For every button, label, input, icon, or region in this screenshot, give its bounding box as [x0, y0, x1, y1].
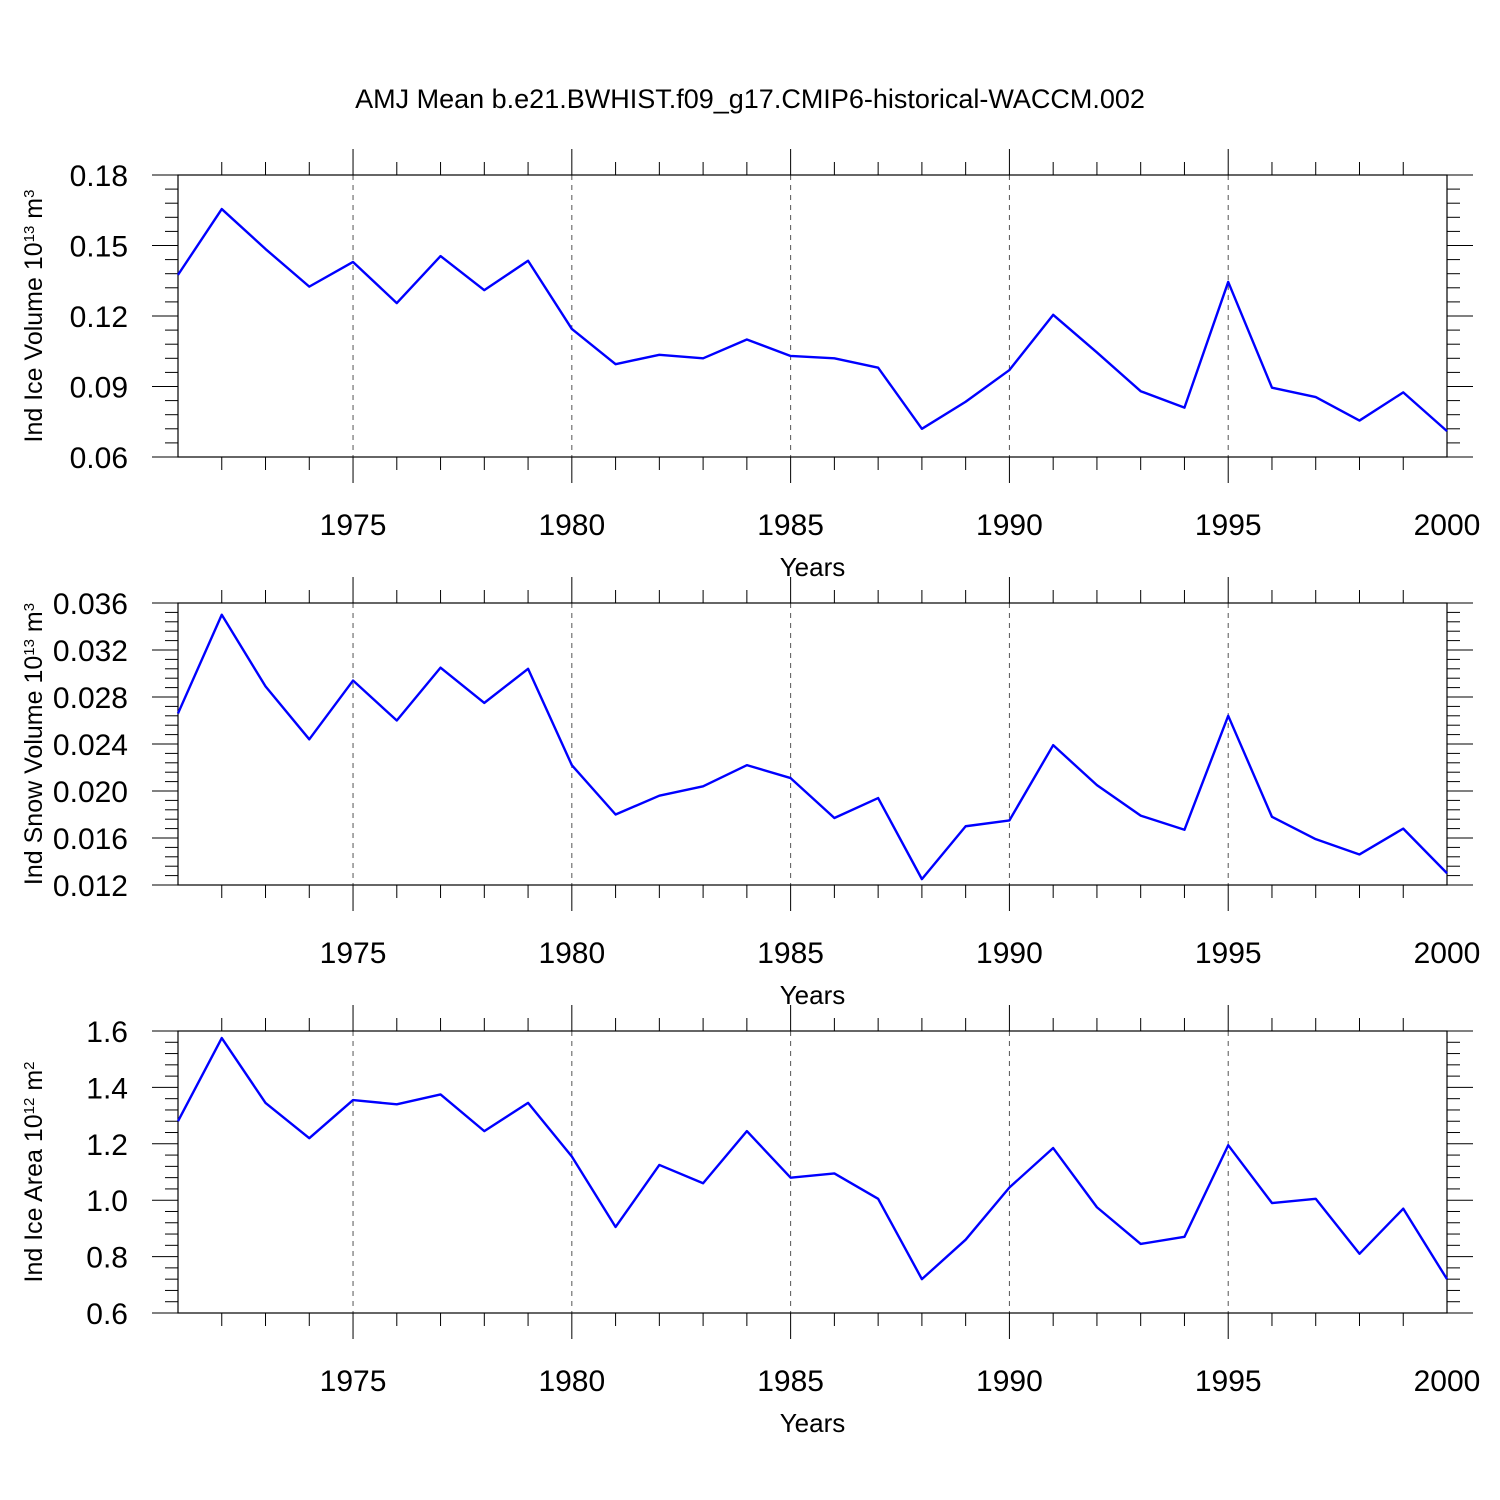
- x-tick-label: 1995: [1195, 509, 1262, 542]
- x-axis-label: Years: [780, 552, 846, 582]
- y-axis-label: Ind Ice Area 1012 m2: [20, 1062, 48, 1283]
- y-tick-label: 0.036: [53, 588, 128, 621]
- page-title: AMJ Mean b.e21.BWHIST.f09_g17.CMIP6-hist…: [355, 84, 1145, 114]
- y-tick-label: 1.2: [86, 1129, 128, 1162]
- x-tick-label: 1980: [538, 1365, 605, 1398]
- y-tick-label: 0.8: [86, 1242, 128, 1275]
- y-tick-label: 0.18: [70, 160, 128, 193]
- plot-frame: [177, 174, 1448, 458]
- x-tick-label: 1995: [1195, 1365, 1262, 1398]
- chart-panel-1: 0.06 0.09 0.12 0.15 0.18 1975 1980 1985 1990 1995…: [20, 149, 1480, 582]
- y-tick-label: 0.028: [53, 682, 128, 715]
- x-tick-label: 1975: [320, 509, 387, 542]
- y-tick-label: 0.032: [53, 635, 128, 668]
- x-tick-label: 1985: [757, 509, 824, 542]
- x-tick-label: 1975: [320, 937, 387, 970]
- y-tick-label: 0.020: [53, 776, 128, 809]
- x-tick-label: 1995: [1195, 937, 1262, 970]
- y-tick-label: 0.012: [53, 870, 128, 903]
- x-axis-label: Years: [780, 980, 846, 1010]
- x-tick-label: 1975: [320, 1365, 387, 1398]
- x-tick-label: 2000: [1414, 509, 1481, 542]
- x-tick-label: 1990: [976, 509, 1043, 542]
- y-tick-label: 0.09: [70, 372, 128, 405]
- chart-panel-3: 0.6 0.8 1.0 1.2 1.4 1.6 1975 1980 1985 1990 1995 20…: [20, 1005, 1480, 1438]
- x-axis-label: Years: [780, 1408, 846, 1438]
- x-tick-label: 1980: [538, 937, 605, 970]
- x-tick-label: 1985: [757, 937, 824, 970]
- y-tick-label: 0.12: [70, 301, 128, 334]
- y-tick-label: 0.6: [86, 1298, 128, 1331]
- y-tick-label: 0.016: [53, 823, 128, 856]
- y-tick-label: 0.15: [70, 231, 128, 264]
- y-tick-label: 1.6: [86, 1016, 128, 1049]
- series-line: [176, 1036, 1449, 1281]
- y-tick-label: 1.0: [86, 1185, 128, 1218]
- x-tick-label: 1990: [976, 1365, 1043, 1398]
- y-tick-label: 0.024: [53, 729, 128, 762]
- x-tick-label: 1990: [976, 937, 1043, 970]
- x-tick-label: 1980: [538, 509, 605, 542]
- x-tick-label: 1985: [757, 1365, 824, 1398]
- series-line: [177, 207, 1448, 433]
- y-axis-label: Ind Ice Volume 1013 m3: [20, 190, 48, 443]
- x-tick-label: 2000: [1414, 937, 1481, 970]
- plot-frame: [177, 1030, 1448, 1314]
- chart-panel-2: 0.012 0.016 0.020 0.024 0.028 0.032 0.036 1975 1…: [20, 577, 1480, 1010]
- y-axis-label: Ind Snow Volume 1013 m3: [20, 603, 48, 885]
- series-line: [176, 613, 1448, 881]
- y-tick-label: 0.06: [70, 442, 128, 475]
- y-tick-label: 1.4: [86, 1072, 128, 1105]
- x-tick-label: 2000: [1414, 1365, 1481, 1398]
- plot-frame: [177, 602, 1448, 886]
